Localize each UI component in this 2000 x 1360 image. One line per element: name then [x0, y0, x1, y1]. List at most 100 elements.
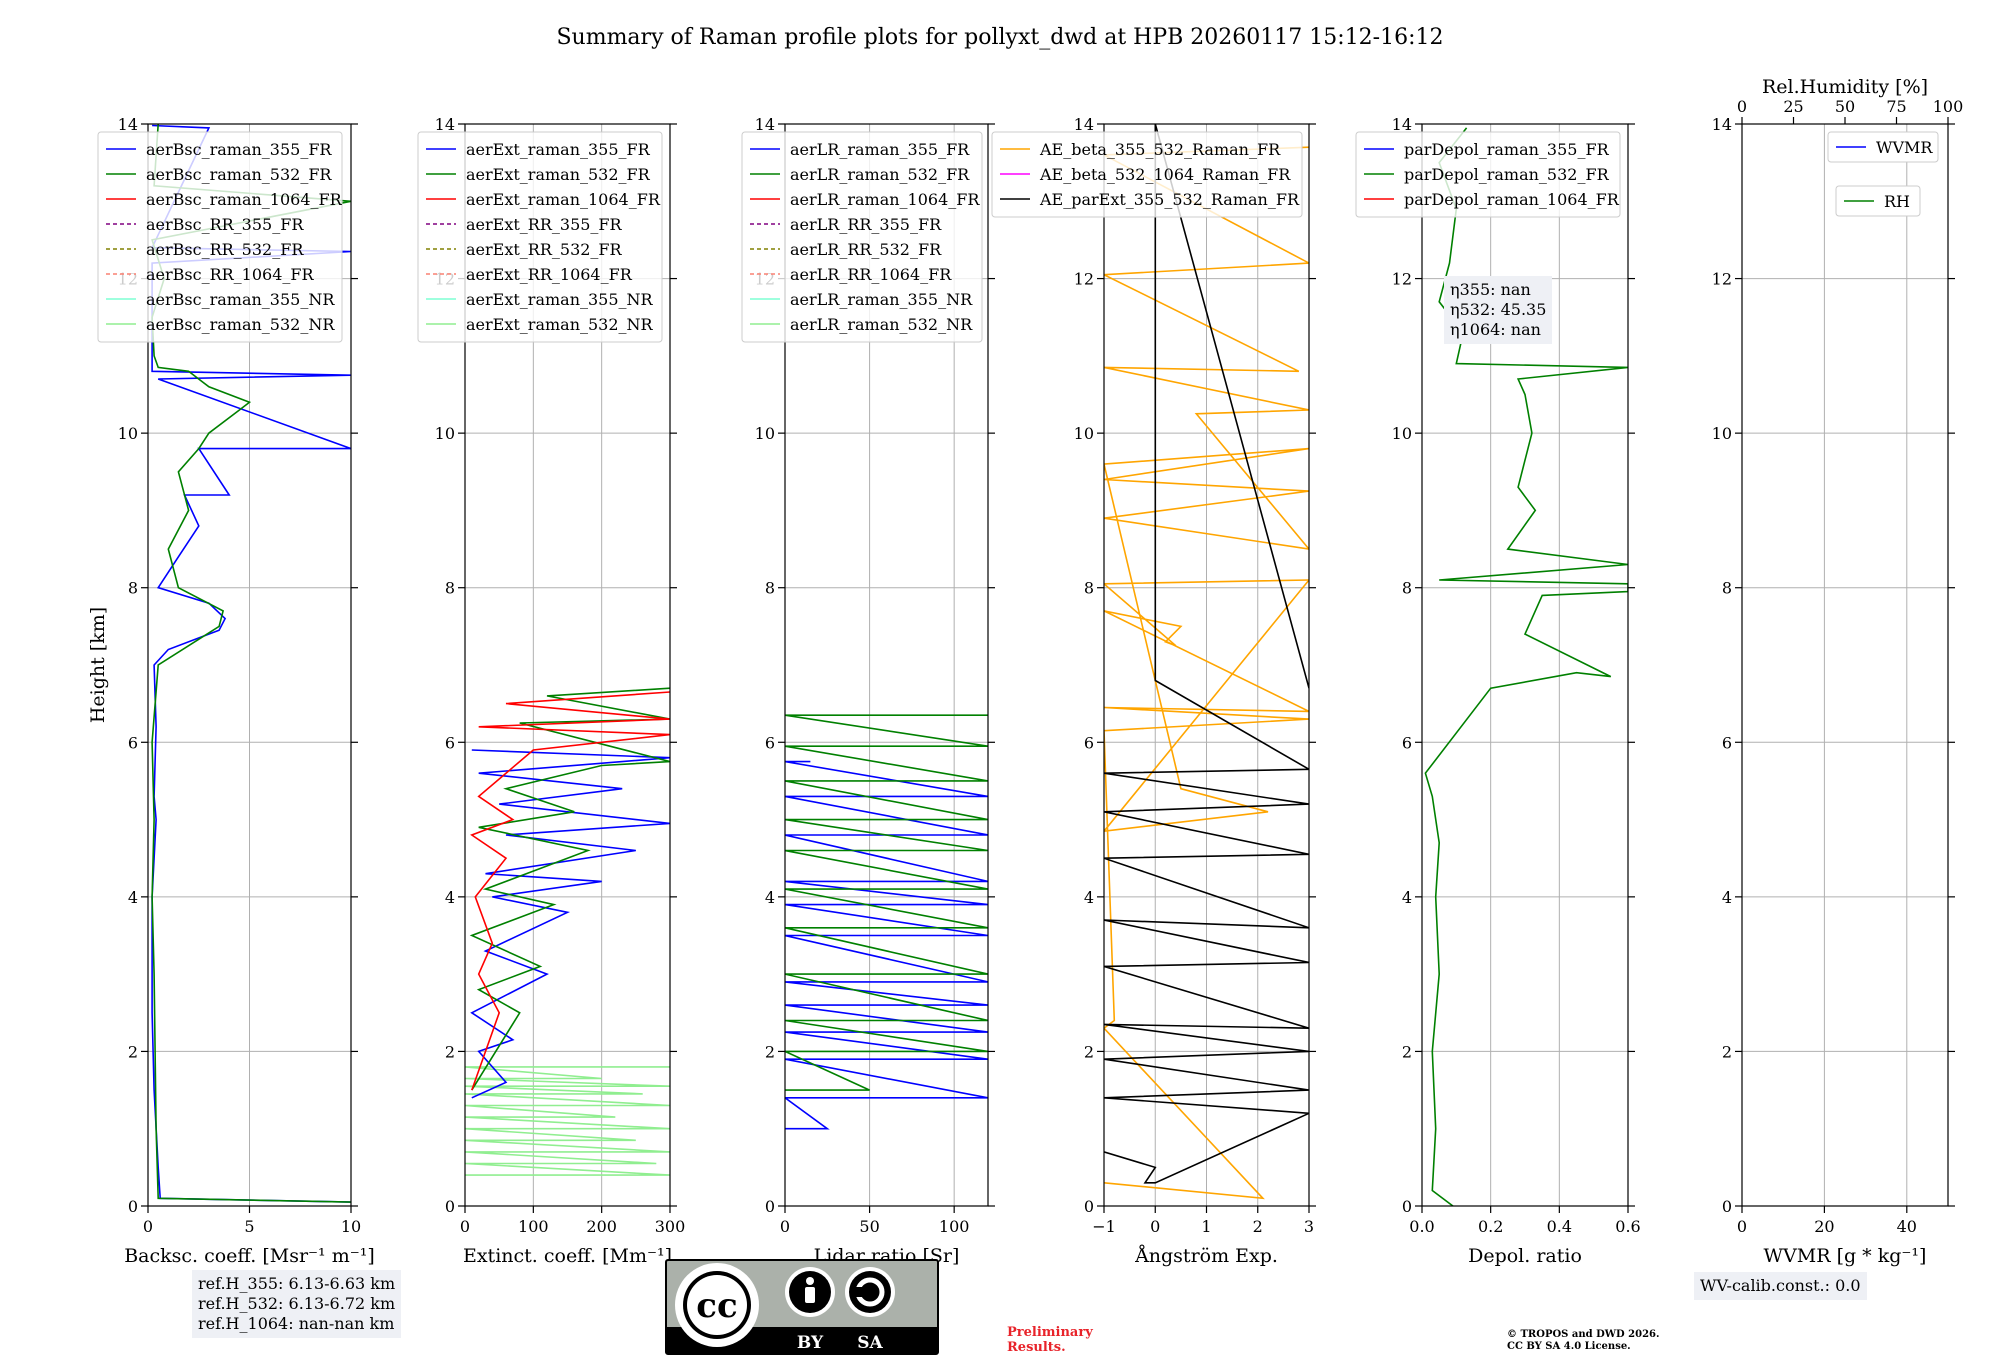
legend-label: aerLR_RR_355_FR [790, 215, 942, 234]
legend: WVMR RH [1827, 131, 1939, 217]
legend-label: aerBsc_raman_355_NR [146, 290, 335, 309]
x-tick-label: 0 [1737, 1217, 1747, 1236]
legend-label: aerLR_raman_532_NR [790, 315, 973, 334]
y-tick-label: 10 [1712, 424, 1732, 443]
series-aerLR_raman_532_FR [785, 714, 988, 1091]
top-x-tick-label: 75 [1886, 97, 1906, 116]
x-tick-label: 300 [655, 1217, 686, 1236]
legend-label: aerBsc_RR_532_FR [146, 240, 304, 259]
legend-label: aerExt_raman_532_FR [466, 165, 651, 184]
x-axis-label: Ångström Exp. [1134, 1245, 1278, 1267]
eta-532: η532: 45.35 [1450, 300, 1547, 319]
y-axis-label: Height [km] [87, 607, 109, 723]
legend-label: aerExt_raman_355_NR [466, 290, 654, 309]
x-tick-label: 100 [939, 1217, 970, 1236]
y-tick-label: 2 [765, 1042, 775, 1061]
y-tick-label: 2 [128, 1042, 138, 1061]
panel-depol: 0 2 4 6 8 10 12 14 0.0 0.2 0.4 0.6 Depol. ratio parDe… [1355, 115, 1641, 1267]
series-aerExt_raman_1064_FR [470, 691, 670, 1091]
x-tick-label: 20 [1814, 1217, 1834, 1236]
axes-frame [1741, 123, 1949, 1207]
legend-label: parDepol_raman_355_FR [1404, 140, 1610, 159]
axes-frame [784, 123, 989, 1207]
y-tick-label: 8 [1084, 579, 1094, 598]
x-tick-label: 50 [859, 1217, 879, 1236]
panel-wv: 0 2 4 6 8 10 12 14 0 20 40 WVMR [g * kg⁻¹] 0 25 50 75 10… [1712, 76, 1964, 1267]
y-tick-label: 14 [755, 115, 775, 134]
legend: aerLR_raman_355_FR aerLR_raman_532_FR aerL… [741, 131, 983, 343]
series-AE_beta_355_532_Raman_FR [1104, 146, 1309, 1200]
x-tick-label: 0.4 [1547, 1217, 1572, 1236]
top-x-tick-label: 50 [1835, 97, 1855, 116]
cc-license-badge: cc BY SA [665, 1259, 939, 1355]
x-tick-label: 3 [1304, 1217, 1314, 1236]
reference-height-box: ref.H_355: 6.13-6.63 km ref.H_532: 6.13-… [192, 1270, 402, 1338]
series-group [785, 714, 988, 1130]
legend: parDepol_raman_355_FR parDepol_raman_532_… [1355, 131, 1621, 218]
top-x-tick-label: 100 [1933, 97, 1964, 116]
x-tick-label: 0.6 [1615, 1217, 1640, 1236]
x-tick-label: 5 [244, 1217, 254, 1236]
copyright-line-1: © TROPOS and DWD 2026. [1507, 1329, 1660, 1340]
wv-calib-const: WV-calib.const.: 0.0 [1700, 1276, 1861, 1295]
y-tick-label: 10 [1392, 424, 1412, 443]
y-tick-label: 14 [1392, 115, 1412, 134]
legend-label: aerLR_raman_1064_FR [790, 190, 980, 209]
y-tick-label: 6 [1722, 733, 1732, 752]
preliminary-line-2: Results. [1007, 1340, 1066, 1355]
y-tick-label: 10 [755, 424, 775, 443]
y-tick-label: 8 [445, 579, 455, 598]
cc-text: cc [696, 1286, 737, 1326]
legend-label: aerExt_raman_532_NR [466, 315, 654, 334]
y-tick-label: 8 [128, 579, 138, 598]
panel-lr: 02468101214050100Lidar ratio [Sr]aerLR_r… [741, 115, 995, 1267]
y-tick-label: 4 [445, 888, 455, 907]
legend-label: aerLR_raman_355_FR [790, 140, 970, 159]
y-tick-label: 6 [128, 733, 138, 752]
wv-calib-box: WV-calib.const.: 0.0 [1694, 1272, 1867, 1300]
legend-label: aerBsc_raman_532_FR [146, 165, 332, 184]
cc-sa-label: SA [857, 1333, 883, 1353]
panel-ext: 024681012140100200300Extinct. coeff. [Mm… [417, 115, 686, 1267]
legend-label: AE_beta_355_532_Raman_FR [1039, 140, 1281, 159]
series-group [465, 687, 670, 1176]
legend-label: aerBsc_RR_355_FR [146, 215, 304, 234]
legend-box [1827, 131, 1939, 163]
y-tick-label: 4 [1402, 888, 1412, 907]
top-x-tick-label: 25 [1783, 97, 1803, 116]
y-tick-label: 0 [1084, 1197, 1094, 1216]
x-tick-label: 0 [143, 1217, 153, 1236]
legend-box [741, 131, 983, 343]
x-tick-label: 0 [780, 1217, 790, 1236]
legend-label: aerBsc_raman_355_FR [146, 140, 332, 159]
x-tick-label: 100 [518, 1217, 549, 1236]
x-tick-label: 0 [1150, 1217, 1160, 1236]
y-tick-label: 6 [1402, 733, 1412, 752]
legend: AE_beta_355_532_Raman_FR AE_beta_532_1064… [991, 131, 1303, 218]
x-tick-label: 0 [460, 1217, 470, 1236]
y-tick-label: 12 [1712, 270, 1732, 289]
y-tick-label: 14 [435, 115, 455, 134]
cc-by-label: BY [797, 1333, 824, 1353]
y-tick-label: 2 [1084, 1042, 1094, 1061]
y-tick-label: 14 [118, 115, 138, 134]
series-aerLR_raman_355_FR [785, 760, 988, 1130]
panel-bsc: 024681012140510Backsc. coeff. [Msr⁻¹ m⁻¹… [87, 115, 375, 1267]
x-tick-label: 1 [1201, 1217, 1211, 1236]
axes-frame [464, 123, 671, 1207]
y-tick-label: 12 [1074, 270, 1094, 289]
legend-label: aerLR_raman_532_FR [790, 165, 970, 184]
y-tick-label: 14 [1074, 115, 1094, 134]
y-tick-label: 6 [765, 733, 775, 752]
x-tick-label: 10 [341, 1217, 361, 1236]
copyright-note: © TROPOS and DWD 2026. CC BY SA 4.0 Lice… [1507, 1329, 1659, 1353]
preliminary-line-1: Preliminary [1007, 1325, 1093, 1340]
legend-label: aerBsc_raman_532_NR [146, 315, 335, 334]
y-tick-label: 4 [1084, 888, 1094, 907]
y-tick-label: 0 [1402, 1197, 1412, 1216]
y-tick-label: 6 [1084, 733, 1094, 752]
legend-label: aerExt_raman_1064_FR [466, 190, 661, 209]
eta-box: η355: nan η532: 45.35 η1064: nan [1444, 276, 1553, 344]
